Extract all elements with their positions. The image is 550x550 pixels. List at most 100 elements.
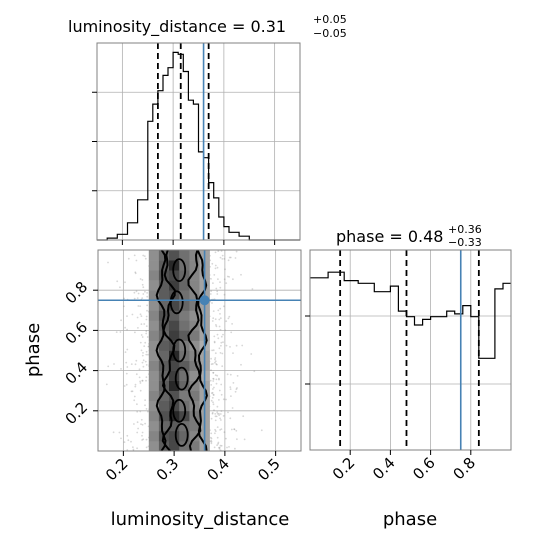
scatter-point (141, 423, 144, 426)
scatter-point (229, 388, 232, 390)
scatter-point (218, 446, 221, 449)
scatter-point (214, 413, 217, 415)
heatmap-cell (148, 320, 160, 331)
scatter-point (210, 384, 213, 386)
scatter-point (213, 386, 215, 389)
scatter-point (225, 344, 228, 347)
scatter-point (123, 297, 125, 300)
scatter-point (133, 395, 136, 398)
scatter-point (216, 290, 219, 293)
scatter-point (125, 372, 128, 375)
heatmap-cell (148, 310, 160, 321)
scatter-point (125, 383, 128, 386)
scatter-point (218, 414, 221, 416)
scatter-point (234, 257, 237, 259)
scatter-point (229, 373, 232, 376)
scatter-point (230, 331, 233, 334)
scatter-point (212, 371, 215, 374)
scatter-point (216, 444, 219, 446)
scatter-point (216, 412, 219, 415)
scatter-point (210, 437, 213, 440)
scatter-point (140, 349, 143, 352)
scatter-point (145, 353, 148, 356)
scatter-point (221, 254, 224, 257)
scatter-point (219, 313, 221, 315)
scatter-point (216, 293, 219, 295)
scatter-point (235, 344, 238, 347)
heatmap-cell (189, 320, 200, 331)
ticks-br: 0.2 0.4 0.6 0.8 (305, 315, 479, 483)
heatmap-cell (148, 420, 160, 432)
scatter-point (215, 324, 217, 326)
scatter-point (225, 398, 227, 401)
y-tick-label: 0.6 (62, 318, 92, 348)
scatter-point (214, 360, 217, 363)
scatter-point (260, 429, 263, 432)
scatter-point (140, 323, 143, 325)
joint-panel: 0.2 0.3 0.4 0.5 0.2 0.4 0.6 0.8 luminosity_dist… (23, 249, 302, 530)
scatter-point (216, 405, 219, 408)
scatter-point (219, 328, 222, 331)
scatter-point (145, 438, 148, 441)
scatter-point (224, 268, 226, 271)
heatmap-cell (169, 300, 180, 311)
heatmap-cell (148, 440, 160, 451)
scatter-point (141, 279, 144, 281)
scatter-point (213, 341, 216, 344)
heatmap-cell (169, 390, 180, 402)
heatmap-cell (169, 360, 180, 371)
x-tick-label: 0.2 (102, 455, 132, 485)
scatter-point (215, 325, 218, 328)
scatter-point (146, 309, 148, 312)
heatmap-cell (189, 440, 200, 451)
ylabel-phase: phase (23, 323, 44, 377)
scatter-point (210, 440, 213, 443)
scatter-point (216, 266, 219, 269)
scatter-point (231, 407, 234, 409)
scatter-point (212, 377, 215, 380)
scatter-point (134, 383, 137, 386)
heatmap-cell (148, 250, 160, 261)
histogram-luminosity-distance (97, 51, 300, 241)
scatter-point (236, 438, 238, 441)
heatmap-cell (179, 390, 190, 402)
scatter-point (214, 267, 217, 270)
scatter-point (145, 408, 148, 410)
scatter-point (251, 288, 254, 290)
scatter-point (127, 257, 130, 260)
heatmap-cell (148, 410, 160, 422)
scatter-point (210, 369, 212, 372)
heatmap-cell (189, 420, 200, 432)
heatmap-cell (148, 280, 160, 291)
scatter-point (218, 399, 220, 401)
scatter-point (212, 378, 215, 380)
scatter-point (235, 388, 238, 391)
scatter-point (126, 434, 129, 437)
scatter-point (232, 278, 234, 281)
contour-line (169, 290, 184, 315)
scatter-point (141, 379, 144, 382)
scatter-point (136, 297, 139, 299)
scatter-point (211, 391, 214, 394)
scatter-point (143, 255, 146, 257)
scatter-point (214, 251, 217, 254)
scatter-point (228, 315, 231, 318)
scatter-point (116, 280, 119, 283)
scatter-point (212, 393, 215, 396)
scatter-point (144, 360, 147, 363)
scatter-point (145, 318, 148, 321)
scatter-point (127, 439, 130, 442)
heatmap-cell (158, 370, 170, 381)
scatter-point (137, 305, 140, 307)
scatter-point (219, 429, 222, 431)
scatter-point (130, 390, 133, 393)
scatter-point (219, 417, 222, 420)
scatter-point (212, 388, 214, 390)
scatter-point (253, 370, 256, 373)
scatter-point (209, 436, 212, 439)
scatter-point (234, 447, 236, 450)
scatter-point (146, 295, 149, 298)
heatmap-cell (189, 390, 200, 402)
heatmap-cell (179, 330, 190, 341)
scatter-point (141, 354, 144, 357)
